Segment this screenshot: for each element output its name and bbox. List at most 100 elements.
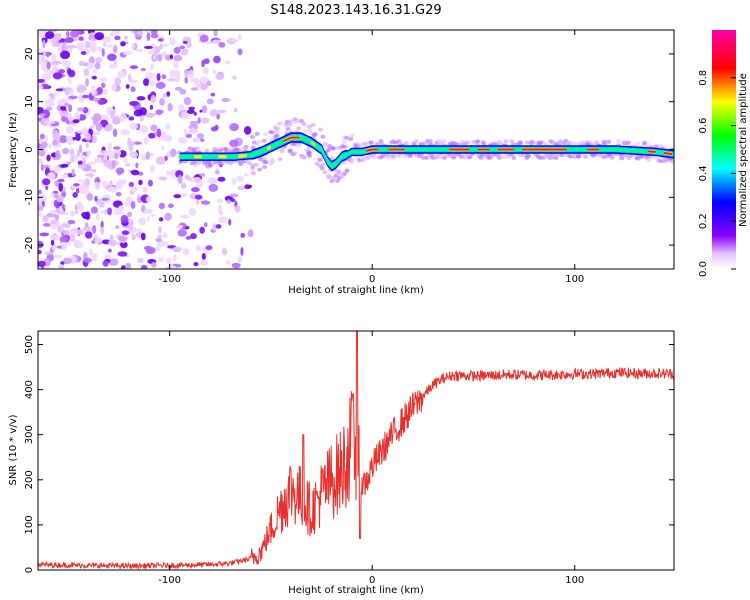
noise-speckle bbox=[59, 38, 65, 43]
ridge-halo bbox=[307, 153, 313, 158]
noise-speckle bbox=[97, 99, 105, 105]
noise-speckle bbox=[186, 41, 192, 49]
ridge-halo bbox=[583, 154, 589, 159]
noise-speckle bbox=[224, 60, 231, 65]
ridge-halo bbox=[538, 140, 544, 145]
spectrogram-y-tick-label: 20 bbox=[24, 48, 35, 61]
ridge-halo bbox=[609, 155, 615, 160]
noise-speckle bbox=[108, 142, 112, 151]
noise-speckle bbox=[186, 109, 196, 114]
noise-speckle bbox=[119, 113, 127, 122]
noise-speckle bbox=[234, 205, 241, 213]
noise-speckle bbox=[73, 183, 80, 187]
colorbar-gradient bbox=[712, 30, 736, 269]
noise-speckle bbox=[142, 78, 150, 87]
noise-speckle bbox=[95, 57, 103, 63]
noise-speckle bbox=[136, 96, 146, 101]
noise-speckle bbox=[94, 157, 102, 164]
noise-speckle bbox=[54, 192, 59, 199]
noise-speckle bbox=[102, 260, 109, 267]
ridge-halo bbox=[330, 175, 336, 180]
ridge-halo bbox=[288, 119, 294, 124]
noise-speckle bbox=[94, 62, 101, 70]
noise-speckle bbox=[107, 186, 118, 193]
colorbar-tick-label: 0.8 bbox=[698, 70, 709, 86]
noise-speckle bbox=[117, 179, 127, 185]
snr-y-tick-label: 0 bbox=[24, 567, 35, 573]
noise-speckle bbox=[195, 244, 202, 252]
noise-speckle bbox=[60, 106, 67, 111]
noise-speckle bbox=[161, 131, 167, 135]
noise-speckle bbox=[172, 246, 183, 252]
ridge-hotspot-yellow bbox=[311, 140, 316, 147]
noise-speckle bbox=[89, 172, 93, 179]
noise-speckle bbox=[183, 97, 192, 106]
noise-speckle bbox=[124, 201, 131, 207]
noise-speckle bbox=[109, 180, 113, 188]
noise-speckle bbox=[180, 214, 190, 219]
spectrogram-y-tick-label: 0 bbox=[24, 146, 35, 152]
noise-speckle bbox=[208, 183, 219, 192]
noise-speckle bbox=[95, 122, 103, 132]
noise-speckle bbox=[64, 102, 70, 108]
ridge-halo bbox=[261, 138, 267, 143]
noise-speckle bbox=[38, 203, 44, 212]
noise-speckle bbox=[51, 93, 56, 101]
noise-speckle bbox=[115, 225, 120, 230]
spectrogram-heatmap bbox=[38, 30, 674, 269]
noise-speckle bbox=[150, 94, 156, 104]
noise-speckle bbox=[237, 185, 246, 191]
noise-speckle bbox=[103, 159, 113, 168]
ridge-halo bbox=[428, 139, 434, 144]
noise-speckle bbox=[84, 132, 92, 141]
snr-x-tick-label: -100 bbox=[158, 575, 181, 586]
ridge-halo bbox=[511, 155, 517, 160]
ridge-halo bbox=[463, 140, 469, 145]
noise-speckle bbox=[195, 80, 202, 90]
noise-speckle bbox=[195, 199, 200, 205]
ridge-halo bbox=[269, 130, 275, 135]
noise-speckle bbox=[49, 209, 57, 215]
noise-speckle bbox=[125, 163, 131, 167]
noise-speckle bbox=[117, 251, 128, 257]
figure-title: S148.2023.143.16.31.G29 bbox=[270, 3, 441, 18]
noise-speckle bbox=[175, 224, 184, 229]
ridge-halo bbox=[518, 153, 524, 158]
noise-speckle bbox=[177, 136, 188, 144]
ridge-halo bbox=[341, 140, 347, 145]
noise-speckle bbox=[163, 134, 173, 142]
noise-speckle bbox=[120, 214, 129, 224]
noise-speckle bbox=[96, 212, 100, 221]
noise-speckle bbox=[44, 134, 48, 143]
ridge-halo bbox=[333, 173, 339, 178]
ridge-halo bbox=[376, 155, 382, 160]
ridge-halo bbox=[204, 148, 210, 153]
noise-speckle bbox=[188, 106, 196, 110]
noise-speckle bbox=[169, 37, 176, 46]
noise-speckle bbox=[41, 164, 51, 169]
noise-speckle bbox=[111, 83, 117, 92]
noise-speckle bbox=[199, 82, 208, 91]
noise-speckle bbox=[52, 36, 59, 45]
spectrogram-y-tick-label: -20 bbox=[24, 237, 35, 253]
noise-speckle bbox=[42, 215, 50, 223]
noise-speckle bbox=[102, 36, 112, 44]
noise-speckle bbox=[231, 177, 237, 186]
ridge-halo bbox=[606, 139, 612, 144]
ridge-halo bbox=[254, 162, 260, 167]
noise-speckle bbox=[94, 195, 98, 202]
noise-speckle bbox=[179, 45, 186, 50]
noise-speckle bbox=[74, 240, 84, 249]
ridge-band bbox=[179, 134, 674, 170]
noise-speckle bbox=[233, 107, 238, 113]
noise-speckle bbox=[165, 123, 171, 130]
ridge-halo bbox=[306, 124, 312, 129]
noise-speckle bbox=[101, 48, 105, 57]
noise-speckle bbox=[40, 117, 50, 127]
noise-speckle bbox=[85, 78, 89, 87]
ridge-halo bbox=[342, 144, 348, 149]
noise-speckle bbox=[67, 112, 72, 122]
ridge-hotspot-yellow bbox=[218, 155, 227, 159]
noise-speckle bbox=[144, 208, 154, 213]
ridge-halo bbox=[496, 139, 502, 144]
